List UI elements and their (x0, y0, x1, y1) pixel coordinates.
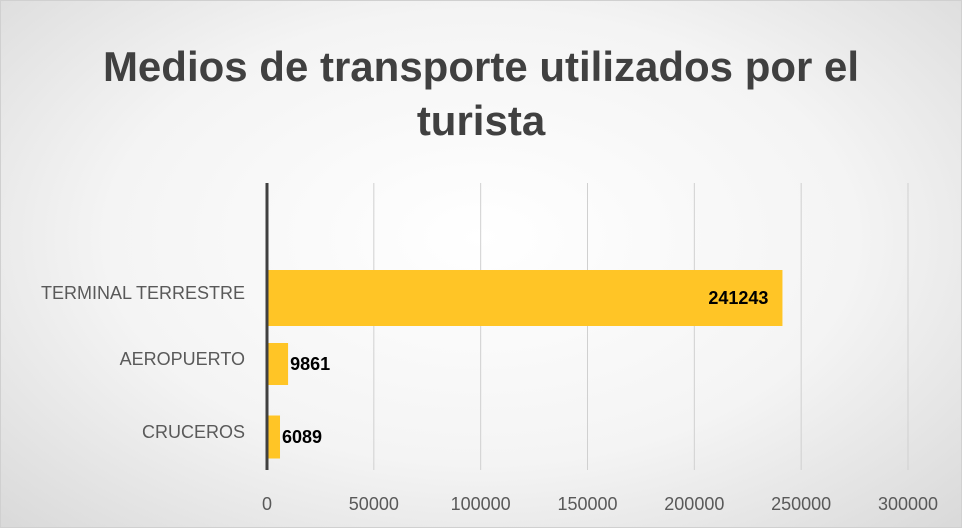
x-tick-label: 0 (262, 494, 272, 514)
y-tick-label: TERMINAL TERRESTRE (41, 283, 245, 303)
y-tick-label: CRUCEROS (142, 422, 245, 442)
x-tick-label: 100000 (451, 494, 511, 514)
x-tick-label: 200000 (664, 494, 724, 514)
x-tick-label: 250000 (771, 494, 831, 514)
chart-title: Medios de transporte utilizados por el t… (102, 43, 860, 144)
data-label: 241243 (708, 288, 768, 308)
y-tick-label: AEROPUERTO (120, 349, 245, 369)
data-label: 6089 (282, 427, 322, 447)
bar (267, 270, 783, 326)
bar (267, 343, 289, 385)
bar (267, 415, 281, 459)
x-tick-label: 50000 (349, 494, 399, 514)
x-tick-label: 300000 (878, 494, 938, 514)
data-label: 9861 (290, 354, 330, 374)
x-tick-label: 150000 (557, 494, 617, 514)
